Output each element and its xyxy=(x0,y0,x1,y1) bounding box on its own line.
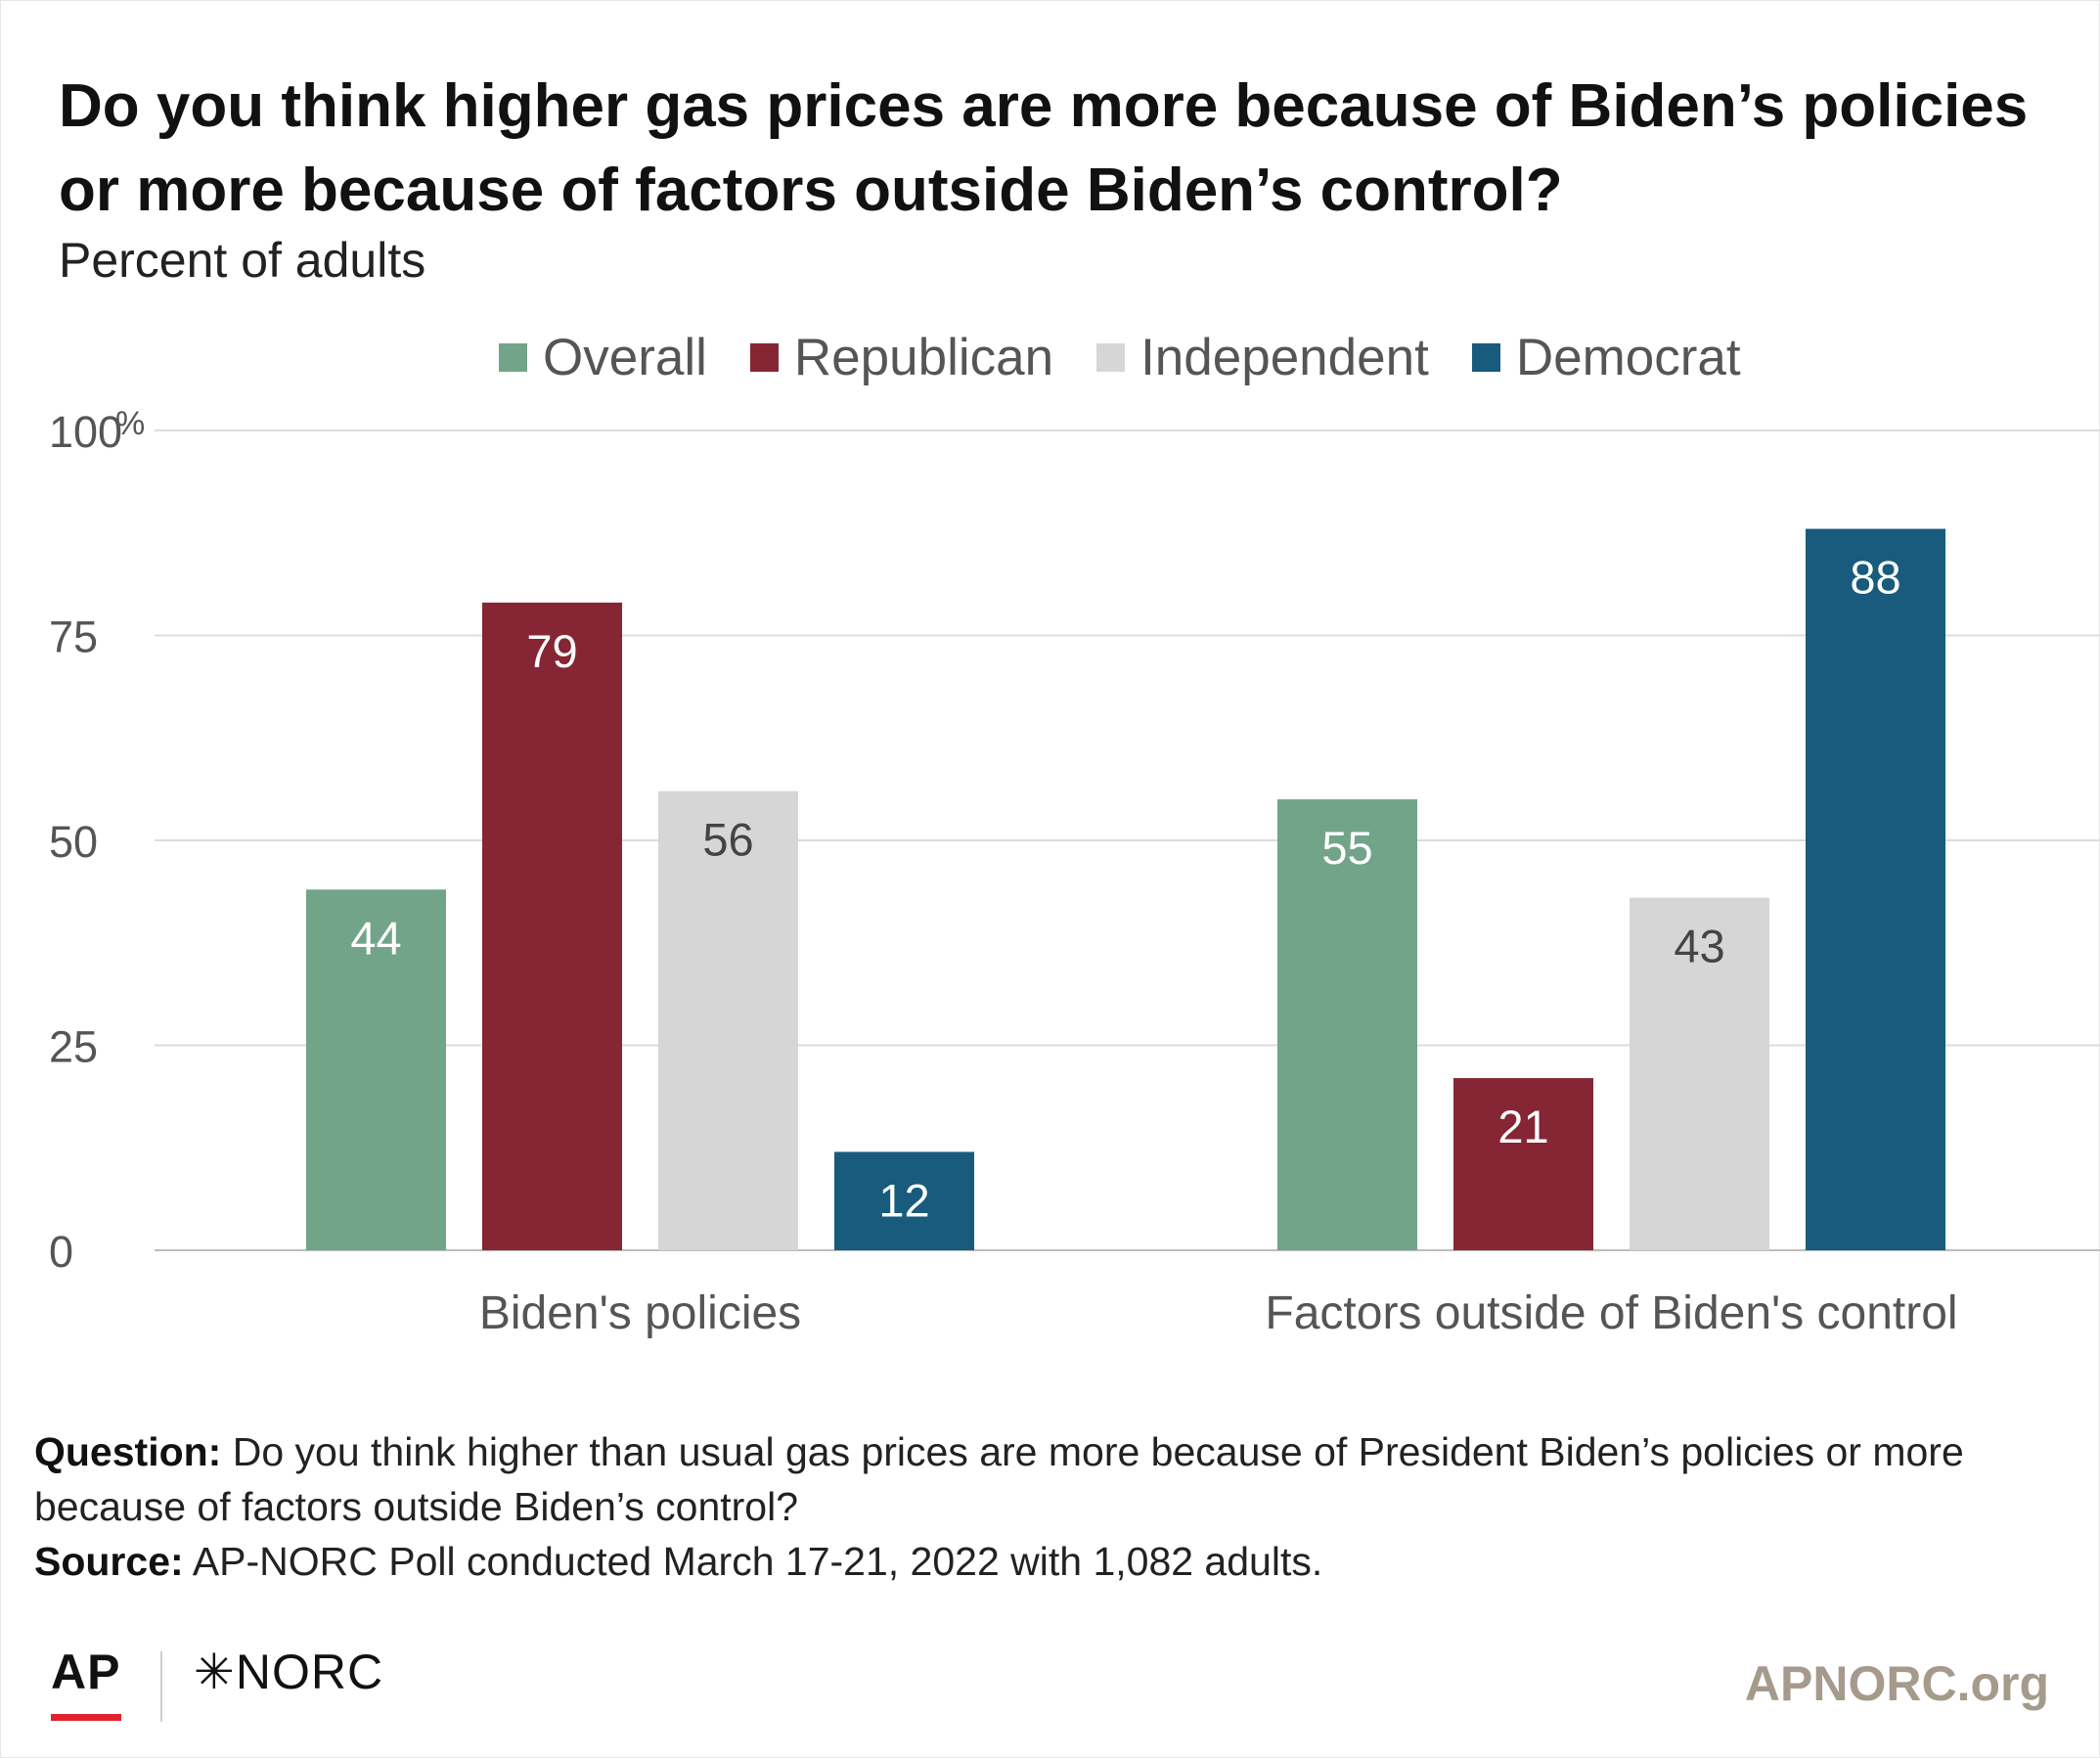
source-note: Source: AP-NORC Poll conducted March 17-… xyxy=(34,1534,2069,1589)
bar-democrat xyxy=(1806,528,1945,1250)
legend-item-democrat: Democrat xyxy=(1471,328,1741,387)
bar-independent xyxy=(1630,897,1769,1250)
y-tick-label: 100 xyxy=(49,407,122,457)
bar-republican xyxy=(482,602,622,1250)
bar-overall xyxy=(1277,799,1417,1250)
bar-overall xyxy=(306,889,446,1250)
data-label: 12 xyxy=(878,1174,929,1226)
source-label: Source: xyxy=(34,1539,184,1584)
y-tick-label: 75 xyxy=(49,612,98,662)
bar-chart: 0 25 50 75 100% 44 79 56 12 Biden's policies 55 21 4… xyxy=(49,405,2100,1339)
data-label: 43 xyxy=(1674,921,1724,972)
chart-title: Do you think higher gas prices are more … xyxy=(59,72,2029,224)
legend-swatch xyxy=(1471,342,1500,372)
data-label: 55 xyxy=(1321,822,1372,874)
legend-swatch xyxy=(1096,342,1126,372)
legend-label: Independent xyxy=(1140,328,1429,386)
legend-label: Democrat xyxy=(1515,328,1741,386)
legend-swatch xyxy=(749,342,779,372)
legend-label: Republican xyxy=(793,328,1054,386)
question-note: Question: Do you think higher than usual… xyxy=(34,1424,2069,1534)
footer-divider xyxy=(160,1651,162,1722)
legend: Overall Republican Independent Democrat xyxy=(499,325,1784,389)
bar-republican xyxy=(1453,1078,1593,1250)
chart-subtitle: Percent of adults xyxy=(59,233,426,288)
y-tick-label: 50 xyxy=(49,817,98,867)
y-tick-label: 0 xyxy=(49,1227,73,1277)
bar-democrat xyxy=(834,1151,974,1250)
data-label: 44 xyxy=(350,912,401,964)
data-label: 56 xyxy=(702,814,753,866)
data-label: 21 xyxy=(1497,1101,1548,1152)
y-unit-suffix: % xyxy=(115,405,145,442)
bar-independent xyxy=(658,790,798,1250)
x-category-label: Factors outside of Biden's control xyxy=(1265,1287,1957,1339)
legend-label: Overall xyxy=(543,328,707,386)
legend-item-republican: Republican xyxy=(749,328,1054,387)
data-label: 79 xyxy=(526,625,577,677)
legend-item-overall: Overall xyxy=(499,328,707,387)
question-text: Do you think higher than usual gas price… xyxy=(34,1429,1964,1529)
question-label: Question: xyxy=(34,1429,222,1474)
x-category-label: Biden's policies xyxy=(479,1287,801,1339)
data-label: 88 xyxy=(1850,552,1900,604)
legend-swatch xyxy=(499,342,527,372)
chart-notes: Question: Do you think higher than usual… xyxy=(34,1424,2069,1589)
source-text: AP-NORC Poll conducted March 17-21, 2022… xyxy=(183,1539,1323,1584)
norc-logo: ✳NORC xyxy=(194,1645,384,1699)
site-link[interactable]: APNORC.org xyxy=(1744,1656,2049,1711)
ap-logo: AP xyxy=(51,1645,121,1699)
y-tick-label: 25 xyxy=(49,1022,98,1072)
ap-logo-underline xyxy=(51,1714,121,1721)
legend-item-independent: Independent xyxy=(1096,328,1429,387)
